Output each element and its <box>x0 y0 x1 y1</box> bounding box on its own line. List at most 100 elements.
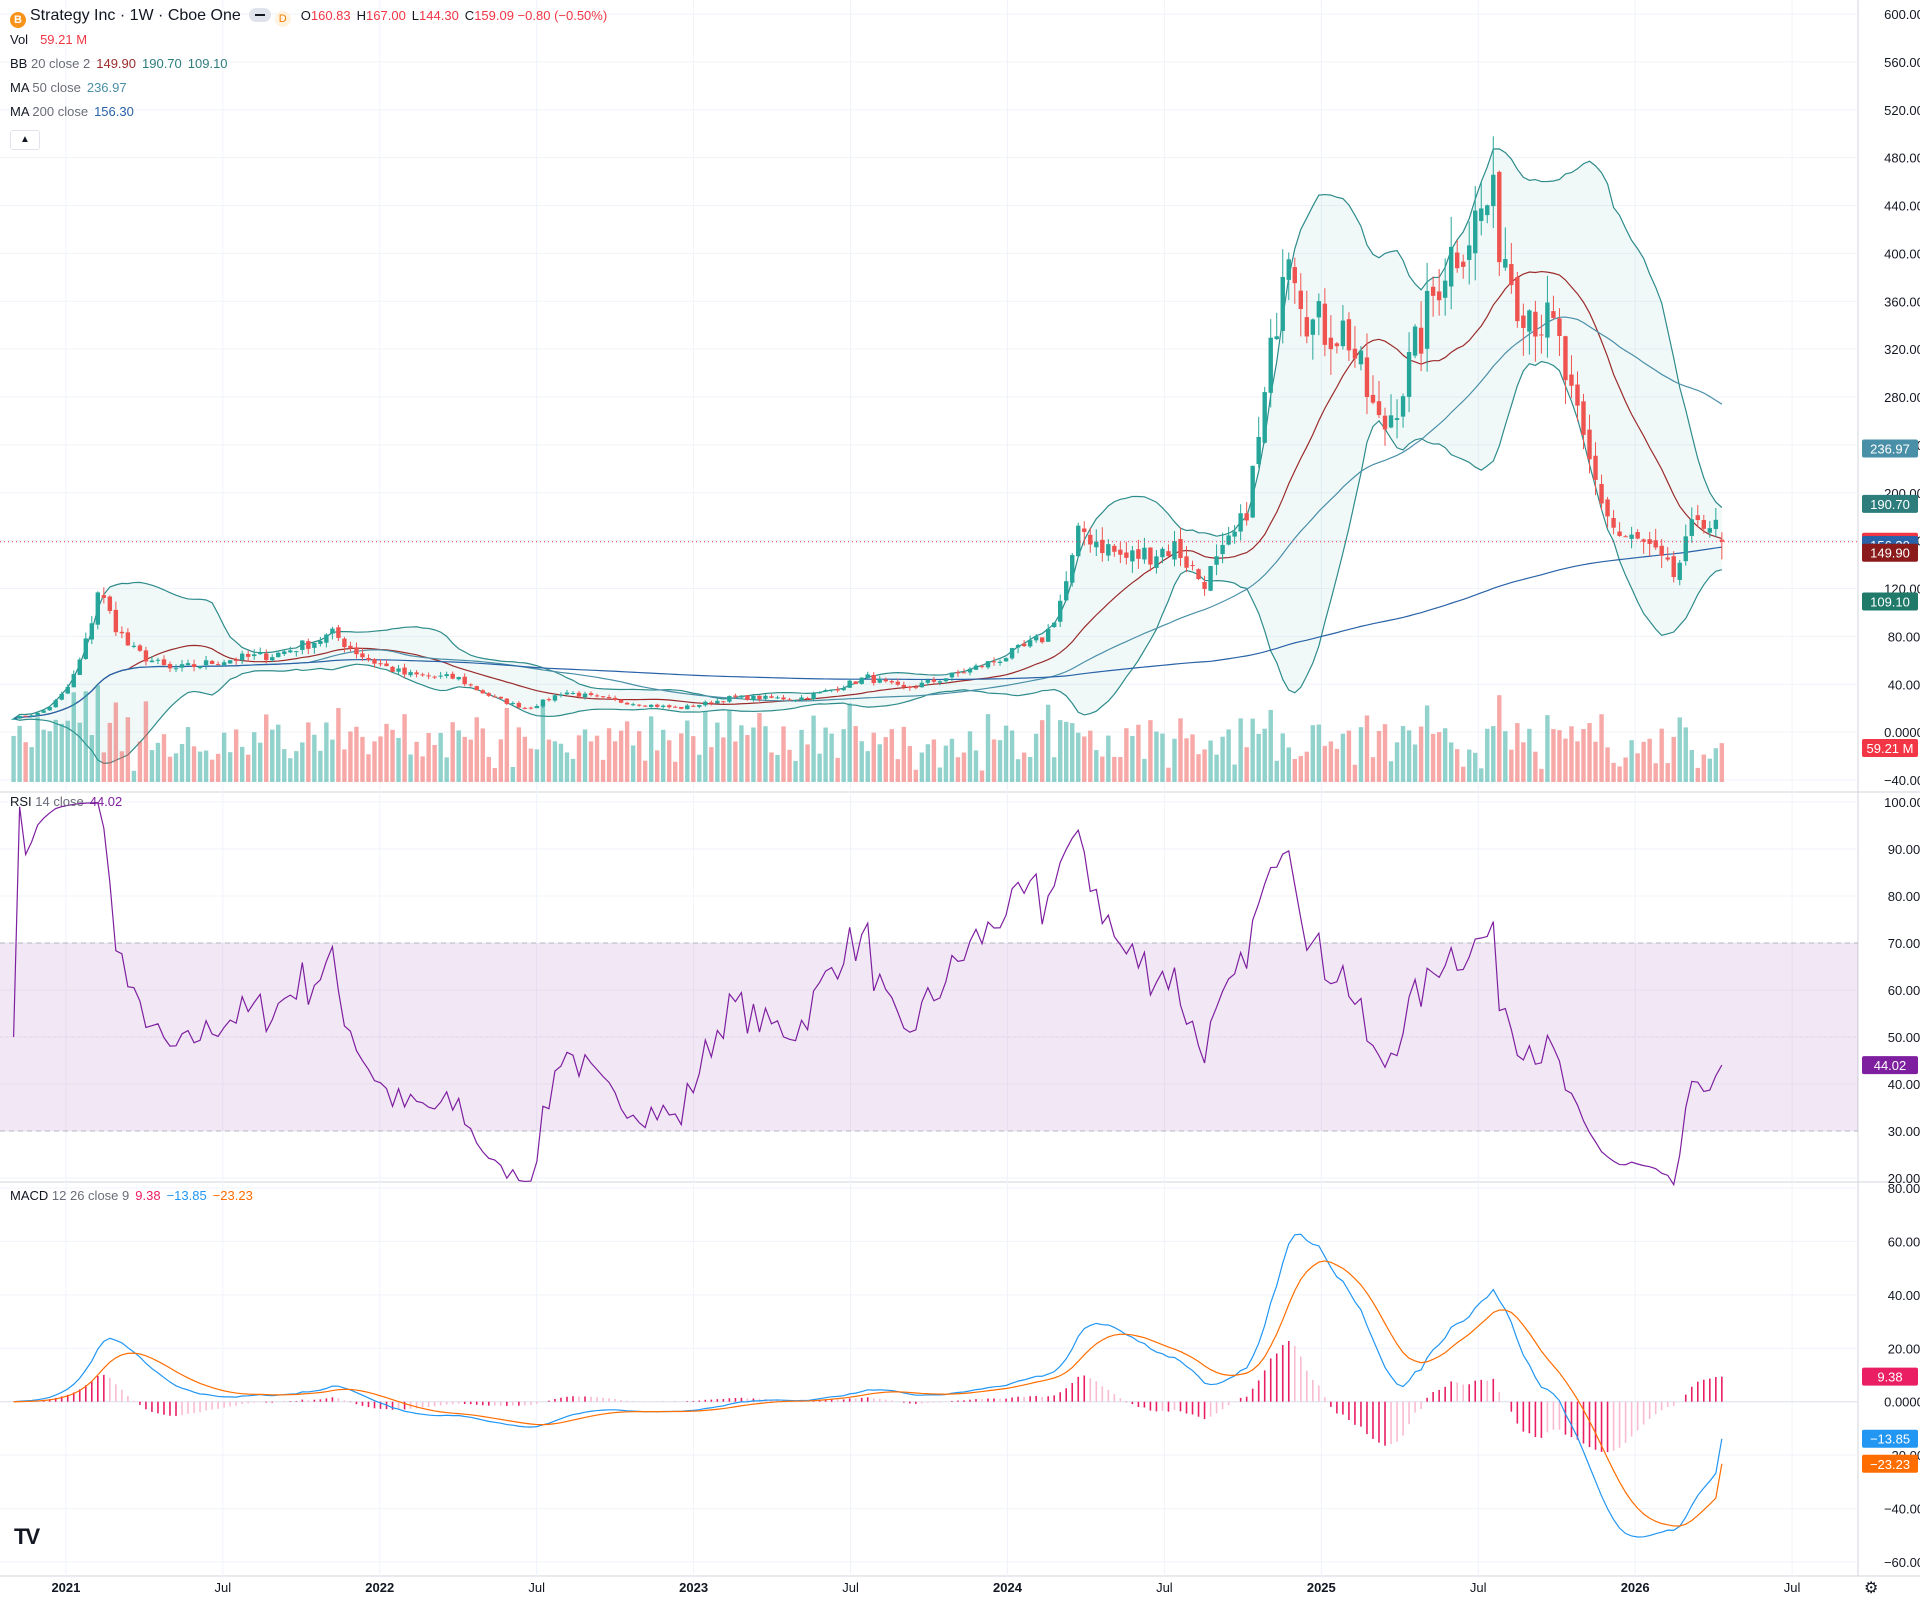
price-axis-label-bg <box>1862 592 1918 611</box>
candle-body <box>679 707 684 709</box>
volume-bar <box>209 759 215 782</box>
volume-bar <box>955 757 961 782</box>
volume-bar <box>1202 749 1207 782</box>
candle-body <box>161 659 167 666</box>
macd-axis-label-bg <box>1862 1429 1918 1448</box>
rsi-tick-label: 20.00 <box>1888 1171 1920 1186</box>
volume-bar <box>1557 730 1562 782</box>
candle-body <box>149 660 155 663</box>
candle-body <box>817 691 822 694</box>
volume-bar <box>468 739 473 782</box>
volume-bar <box>931 739 937 782</box>
volume-bar <box>173 753 179 782</box>
candle-body <box>378 663 383 665</box>
volume-bar <box>83 691 88 782</box>
settings-gear-icon[interactable]: ⚙ <box>1864 1580 1879 1597</box>
volume-bar <box>288 758 293 782</box>
volume-bar <box>1112 756 1117 782</box>
minus-icon[interactable] <box>248 8 271 22</box>
volume-bar <box>1250 718 1255 782</box>
macd-tick-label: 0.0000 <box>1884 1395 1920 1410</box>
volume-bar <box>1569 726 1574 782</box>
data-delay-badge[interactable]: D <box>274 11 291 27</box>
volume-bar <box>59 723 64 782</box>
candle-body <box>1563 336 1568 381</box>
candle-body <box>588 693 594 696</box>
candle-body <box>125 632 131 646</box>
price-tick-label: 0.0000 <box>1884 725 1920 740</box>
legend-macd[interactable]: MACD 12 26 close 9 9.38 −13.85 −23.23 <box>10 1188 253 1204</box>
volume-bar <box>251 732 257 782</box>
legend-value-2: 109.10 <box>187 56 228 71</box>
candle-body <box>258 652 263 655</box>
volume-bar <box>1593 741 1598 782</box>
legend-ma50[interactable]: MA 50 close 236.97 <box>10 80 127 96</box>
volume-bar <box>486 756 491 782</box>
bollinger-lower-line <box>13 360 1723 764</box>
legend-ma200[interactable]: MA 200 close 156.30 <box>10 104 134 120</box>
collapse-legend-chevron-up-icon[interactable]: ▲ <box>10 130 40 150</box>
legend-rsi[interactable]: RSI 14 close 44.02 <box>10 794 122 810</box>
symbol-header[interactable]: B Strategy Inc · 1W · Cboe One D O160.83 H16… <box>10 8 613 28</box>
tradingview-logo-icon[interactable]: TV <box>14 1524 40 1549</box>
candle-body <box>396 668 401 672</box>
candle-body <box>1557 318 1562 336</box>
candle-body <box>1533 311 1538 337</box>
volume-bar <box>414 741 419 782</box>
candle-body <box>342 638 347 648</box>
candle-body <box>727 696 732 702</box>
volume-bar <box>685 720 690 782</box>
volume-bar <box>907 746 913 782</box>
volume-bar <box>11 735 16 782</box>
volume-bar <box>973 750 979 782</box>
candle-body <box>1677 562 1682 580</box>
volume-bar <box>1190 734 1195 782</box>
candle-body <box>23 715 28 717</box>
candle-body <box>480 690 485 694</box>
candle-body <box>1328 337 1334 350</box>
candle-body <box>390 666 395 672</box>
volume-bar <box>1148 720 1153 782</box>
volume-bar <box>1581 729 1586 782</box>
candle-body <box>1226 535 1231 545</box>
volume-bar <box>1412 744 1418 782</box>
volume-bar <box>1238 718 1243 782</box>
volume-bar <box>624 721 630 782</box>
volume-bar <box>919 752 925 782</box>
volume-bar <box>239 746 245 782</box>
legend-macd-values: 9.38 −13.85 −23.23 <box>129 1188 253 1203</box>
candle-body <box>895 681 900 685</box>
candle-body <box>1082 528 1087 533</box>
volume-bar <box>89 735 94 782</box>
volume-bar <box>167 756 173 782</box>
volume-bar <box>1629 740 1634 782</box>
price-tick-label: 80.00 <box>1888 629 1920 644</box>
candle-body <box>901 684 907 688</box>
volume-bar <box>324 722 329 782</box>
legend-bollinger[interactable]: BB 20 close 2 149.90 190.70 109.10 <box>10 56 228 72</box>
candle-body <box>1593 455 1598 480</box>
volume-bar <box>1551 729 1556 782</box>
candle-body <box>1015 644 1021 648</box>
volume-bar <box>1521 742 1526 782</box>
candle-body <box>306 641 311 649</box>
macd-tick-label: −40.00 <box>1884 1502 1920 1517</box>
candle-body <box>1436 291 1442 301</box>
volume-bar <box>396 737 401 782</box>
volume-bar <box>1382 724 1388 782</box>
time-tick-label: Jul <box>1784 1580 1801 1595</box>
legend-volume[interactable]: Vol 59.21 M <box>10 32 87 48</box>
volume-bar <box>1021 752 1027 782</box>
symbol-title[interactable]: Strategy Inc · 1W · Cboe One <box>30 7 241 24</box>
candle-body <box>510 702 516 704</box>
volume-bar <box>979 770 985 782</box>
volume-bar <box>432 744 437 782</box>
volume-bar <box>871 732 876 782</box>
volume-bar <box>1707 758 1713 782</box>
volume-bar <box>149 750 155 782</box>
candle-body <box>781 697 786 700</box>
candle-body <box>35 712 40 716</box>
candle-body <box>462 676 467 685</box>
time-tick-label: 2026 <box>1621 1580 1650 1595</box>
